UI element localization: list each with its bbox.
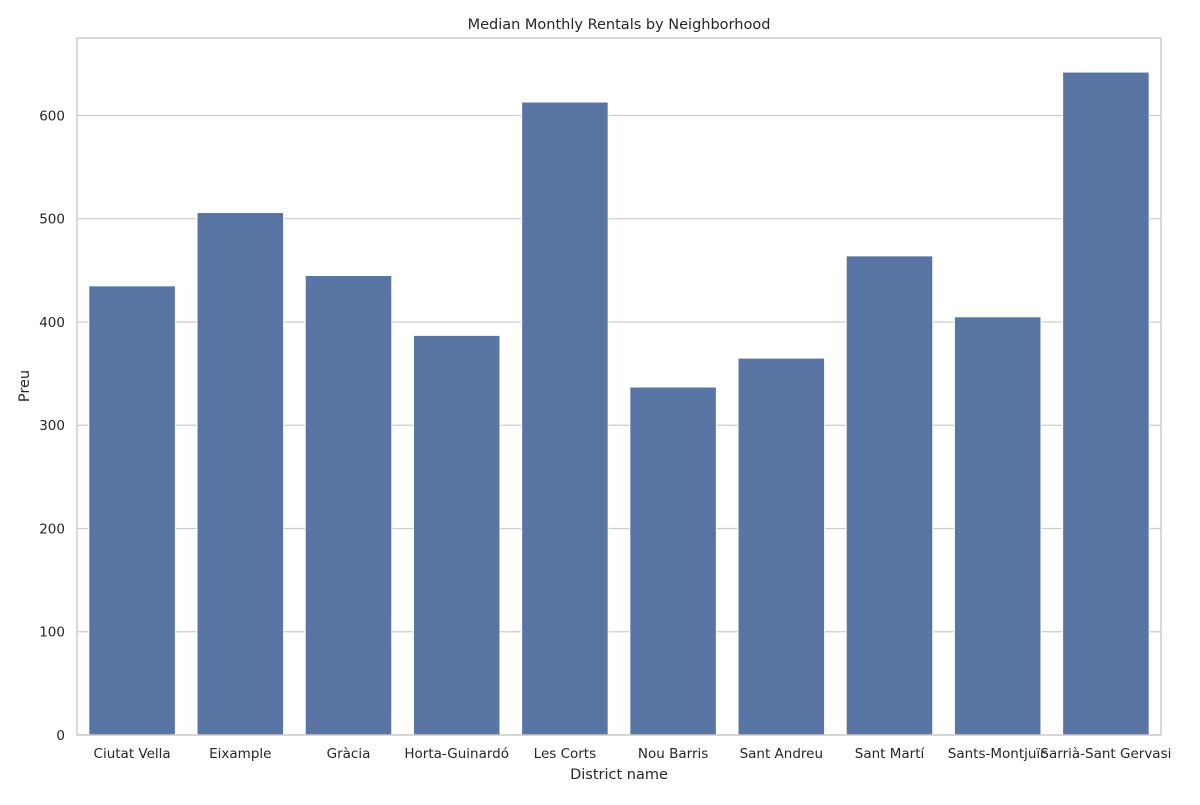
bar — [521, 101, 609, 736]
y-tick-label: 500 — [39, 212, 65, 228]
x-tick-label: Horta-Guinardó — [404, 746, 509, 762]
bar — [304, 274, 393, 736]
bar — [1062, 71, 1150, 736]
bar — [629, 386, 717, 736]
x-tick-label: Gràcia — [327, 746, 371, 762]
y-tick-label: 100 — [39, 625, 65, 641]
bar — [845, 255, 934, 736]
x-axis-ticks: Ciutat Vella Eixample Gràcia Horta-Guinardó… — [94, 746, 1172, 762]
y-axis-ticks: 0 100 200 300 400 500 600 — [39, 108, 65, 744]
plot-frame — [76, 37, 1162, 736]
x-tick-label: Eixample — [209, 746, 271, 762]
y-tick-label: 200 — [39, 521, 65, 537]
y-tick-label: 600 — [39, 108, 65, 124]
x-tick-label: Sant Martí — [855, 746, 926, 762]
bars — [88, 71, 1150, 736]
x-tick-label: Sant Andreu — [740, 746, 823, 762]
chart-title: Median Monthly Rentals by Neighborhood — [468, 17, 771, 33]
bar — [412, 334, 501, 736]
y-tick-label: 300 — [39, 418, 65, 434]
bar — [953, 316, 1042, 736]
x-tick-label: Nou Barris — [638, 746, 708, 762]
x-tick-label: Ciutat Vella — [94, 746, 171, 762]
x-tick-label: Les Corts — [534, 746, 596, 762]
x-tick-label: Sants-Montjuïc — [948, 746, 1048, 762]
x-axis-label: District name — [570, 767, 668, 783]
bar — [737, 357, 826, 736]
bar — [196, 212, 285, 736]
y-tick-label: 400 — [39, 315, 65, 331]
x-tick-label: Sarrià-Sant Gervasi — [1040, 746, 1171, 762]
y-tick-label: 0 — [56, 728, 65, 744]
y-axis-label: Preu — [17, 370, 33, 402]
bar — [88, 285, 176, 736]
